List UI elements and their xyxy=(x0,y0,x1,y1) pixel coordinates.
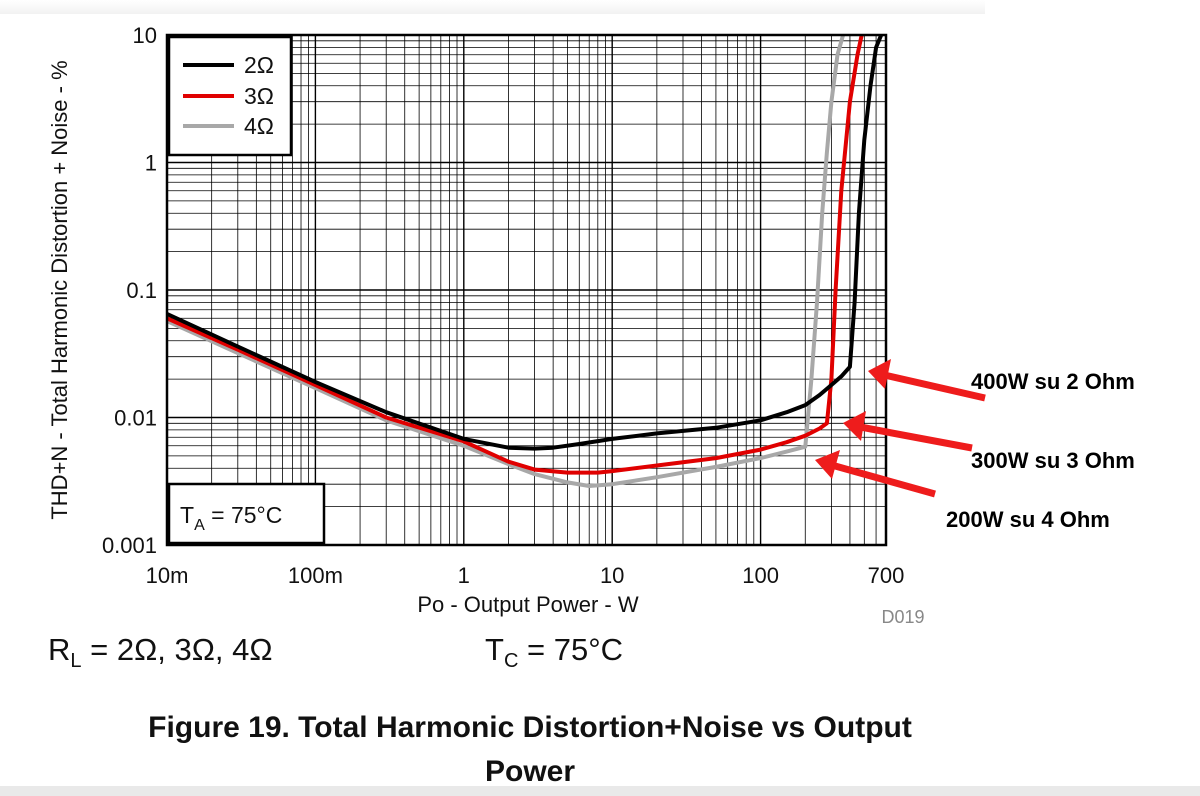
y-tick-label: 10 xyxy=(133,23,157,48)
legend-label-4ohm: 4Ω xyxy=(244,113,274,139)
y-tick-label: 0.01 xyxy=(114,406,157,431)
callout-label-200w: 200W su 4 Ohm xyxy=(946,507,1110,532)
page-bottom-strip xyxy=(0,786,1200,796)
x-tick-label: 10 xyxy=(600,563,624,588)
ta-label: TA = 75°C xyxy=(180,502,282,534)
x-axis-title: Po - Output Power - W xyxy=(417,592,639,617)
x-tick-labels: 10m 100m 1 10 100 700 xyxy=(146,563,905,588)
callout-label-300w: 300W su 3 Ohm xyxy=(971,448,1135,473)
y-tick-labels: 0.001 0.01 0.1 1 10 xyxy=(102,23,157,558)
x-tick-label: 100m xyxy=(288,563,343,588)
callout-200w: 200W su 4 Ohm xyxy=(815,450,1110,532)
x-tick-label: 100 xyxy=(742,563,779,588)
caption-line-2: Power xyxy=(484,755,576,788)
page-top-bar xyxy=(0,0,985,14)
x-tick-label: 10m xyxy=(146,563,189,588)
ta-box: TA = 75°C xyxy=(167,482,326,545)
legend-label-2ohm: 2Ω xyxy=(244,52,274,78)
series-line-2ohm xyxy=(167,35,884,451)
callout-300w: 300W su 3 Ohm xyxy=(843,411,1135,473)
legend-label-3ohm: 3Ω xyxy=(244,83,274,109)
series-lines xyxy=(167,35,884,488)
figure-caption: Figure 19. Total Harmonic Distortion+Noi… xyxy=(0,706,1060,794)
y-tick-label: 0.001 xyxy=(102,533,157,558)
callouts: 400W su 2 Ohm 300W su 3 Ohm 200W su 4 Oh… xyxy=(815,359,1135,532)
case-temperature: TC = 75°C xyxy=(485,632,623,673)
callout-400w: 400W su 2 Ohm xyxy=(868,359,1135,402)
x-tick-label: 700 xyxy=(868,563,905,588)
y-tick-label: 0.1 xyxy=(126,278,157,303)
series-line-4ohm xyxy=(167,35,846,488)
x-tick-label: 1 xyxy=(458,563,470,588)
plot-frame xyxy=(165,33,888,547)
series-line-3ohm xyxy=(167,35,864,475)
callout-label-400w: 400W su 2 Ohm xyxy=(971,369,1135,394)
figure-code: D019 xyxy=(881,607,924,627)
caption-line-1: Figure 19. Total Harmonic Distortion+Noi… xyxy=(148,711,912,744)
legend: 2Ω 3Ω 4Ω xyxy=(167,35,293,157)
y-axis-title: THD+N - Total Harmonic Distortion + Nois… xyxy=(47,60,72,519)
load-conditions: RL = 2Ω, 3Ω, 4Ω xyxy=(48,632,273,673)
y-tick-label: 1 xyxy=(145,151,157,176)
